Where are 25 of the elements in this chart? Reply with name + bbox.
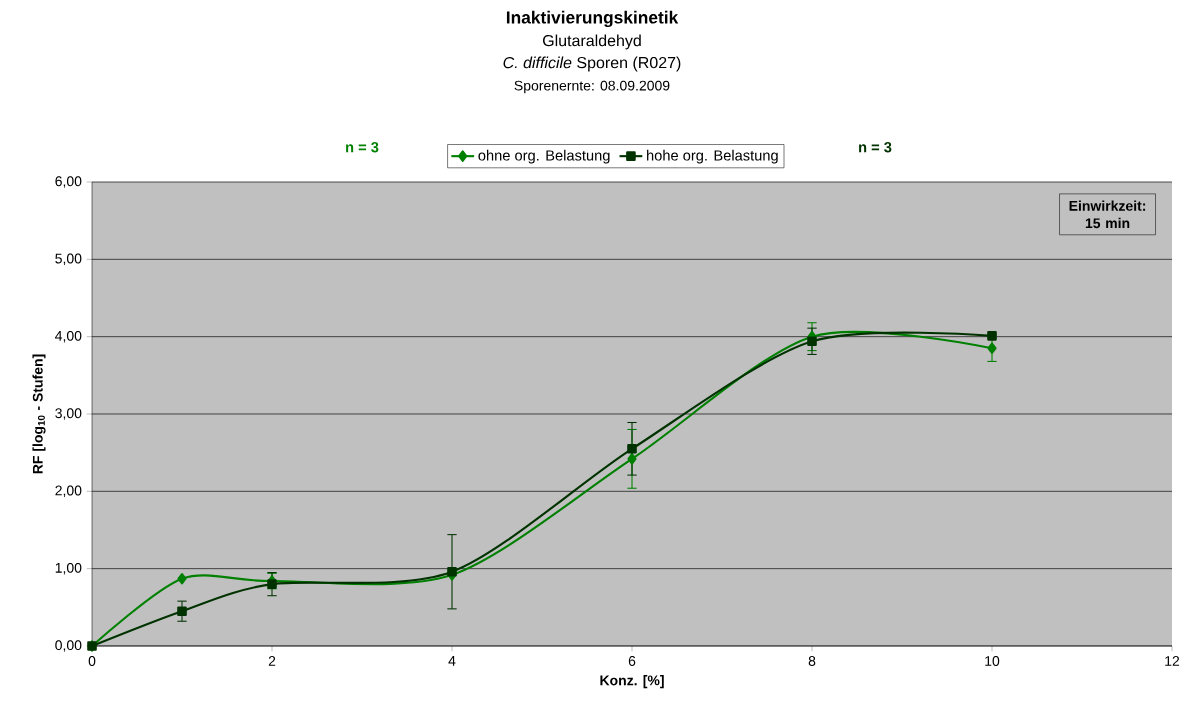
x-tick-label: 8 [808,656,816,666]
x-tick-label: 2 [268,656,276,666]
y-tick-label: 4,00 [55,330,82,343]
x-axis-title: Konz. [%] [600,675,664,689]
x-tick-label: 0 [88,656,96,666]
x-tick-label: 4 [448,656,456,666]
y-tick-label: 6,00 [55,176,82,188]
y-tick-label: 5,00 [55,253,82,266]
legend-label: hohe org. Belastung [647,149,778,164]
legend-label: ohne org. Belastung [478,149,610,164]
y-tick-label: 2,00 [55,485,82,498]
text: n = 3 [346,142,379,153]
text: Glutaraldehyd [543,34,641,50]
y-tick-label: 0,00 [55,640,82,652]
text: Sporenernte: 08.09.2009 [514,80,670,94]
text: C. difficile Sporen (R027) [503,56,681,72]
x-tick-label: 10 [985,656,1000,666]
y-tick-label: 1,00 [55,562,82,575]
x-tick-label: 6 [628,656,636,666]
x-tick-label: 12 [1165,656,1180,666]
chart-title: Inaktivierungskinetik [506,10,679,28]
y-tick-label: 3,00 [55,408,82,420]
annotation: Einwirkzeit: 15 min [1069,200,1146,229]
text: n = 3 [859,142,892,153]
y-axis-title: RF [log$_{10}$ - Stufen] [32,354,46,474]
